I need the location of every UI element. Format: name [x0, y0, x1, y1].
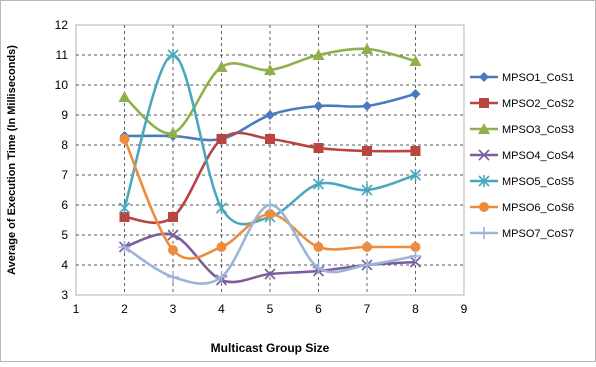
legend-label: MPSO1_CoS1 [502, 72, 574, 84]
data-point [168, 212, 178, 222]
x-tick-label: 5 [267, 302, 274, 316]
y-tick-label: 6 [61, 198, 68, 212]
legend-item: MPSO3_CoS3 [470, 123, 574, 136]
legend-item: MPSO6_CoS6 [470, 202, 574, 214]
data-point [119, 212, 130, 222]
y-tick-label: 4 [61, 258, 68, 272]
x-tick-label: 2 [121, 302, 128, 316]
legend-label: MPSO3_CoS3 [502, 124, 574, 136]
data-point [216, 134, 227, 144]
data-point [410, 146, 421, 156]
data-point [168, 245, 178, 255]
x-tick-label: 3 [170, 302, 177, 316]
data-point [410, 89, 421, 99]
data-point [313, 101, 324, 111]
legend-label: MPSO4_CoS4 [502, 150, 574, 162]
legend-label: MPSO7_CoS7 [502, 228, 574, 240]
data-point [118, 202, 131, 214]
data-point [265, 209, 275, 219]
x-axis-label: Multicast Group Size [211, 341, 330, 355]
data-point [265, 110, 275, 120]
data-point [312, 262, 325, 274]
y-tick-label: 11 [56, 48, 69, 62]
data-point [361, 43, 373, 54]
data-point [167, 271, 179, 283]
series-3 [118, 43, 422, 138]
series-lines [118, 43, 422, 286]
legend-marker [478, 123, 490, 134]
series-6 [119, 134, 421, 260]
legend-label: MPSO6_CoS6 [502, 202, 574, 214]
legend-item: MPSO2_CoS2 [470, 98, 574, 110]
x-tick-label: 7 [364, 302, 371, 316]
data-point [361, 184, 373, 196]
x-tick-label: 9 [461, 302, 468, 316]
data-point [264, 64, 276, 75]
legend-item: MPSO1_CoS1 [470, 72, 574, 84]
data-point [215, 271, 228, 283]
data-point [118, 241, 131, 253]
data-point [409, 250, 422, 262]
data-point [265, 134, 275, 144]
data-point [167, 229, 179, 241]
legend-label: MPSO2_CoS2 [502, 98, 574, 110]
data-point [312, 49, 325, 60]
series-2 [119, 131, 421, 225]
data-point [313, 242, 324, 252]
y-tick-label: 7 [61, 168, 68, 182]
legend-marker [478, 175, 490, 187]
x-tick-label: 4 [218, 302, 225, 316]
series-line [123, 53, 416, 226]
legend-marker [478, 149, 490, 161]
x-tick-label: 1 [73, 302, 80, 316]
y-tick-label: 12 [55, 18, 69, 32]
data-point [313, 143, 324, 153]
data-point [312, 178, 325, 190]
legend-marker [478, 227, 490, 239]
data-point [264, 199, 276, 211]
data-point [362, 242, 372, 252]
data-point [410, 242, 421, 252]
x-tick-label: 6 [315, 302, 322, 316]
series-5 [118, 49, 422, 226]
data-point [119, 134, 130, 144]
data-point [409, 55, 422, 66]
y-tick-label: 9 [61, 108, 68, 122]
data-point [118, 91, 131, 102]
legend-marker [479, 72, 489, 82]
data-point [362, 146, 372, 156]
y-axis-label: Average of Execution Time (In Millisecon… [6, 45, 18, 275]
legend: MPSO1_CoS1 MPSO2_CoS2 MPSO3_CoS3 MPSO4_CoS4… [470, 72, 574, 240]
legend-item: MPSO7_CoS7 [470, 227, 574, 240]
data-point [216, 242, 227, 252]
legend-item: MPSO5_CoS5 [470, 175, 574, 188]
y-tick-label: 5 [61, 228, 68, 242]
data-point [409, 169, 422, 181]
data-point [215, 61, 228, 72]
data-point [167, 49, 179, 61]
data-point [264, 268, 276, 280]
data-point [167, 127, 179, 138]
y-tick-label: 8 [61, 138, 68, 152]
legend-label: MPSO5_CoS5 [502, 176, 574, 188]
data-point [362, 101, 372, 111]
y-tick-label: 3 [61, 288, 68, 302]
legend-marker [479, 98, 489, 108]
legend-item: MPSO4_CoS4 [470, 149, 574, 162]
y-tick-label: 10 [55, 78, 69, 92]
data-point [361, 259, 373, 271]
legend-marker [479, 202, 489, 212]
data-point [215, 202, 228, 214]
series-7 [118, 199, 422, 285]
x-tick-label: 8 [412, 302, 419, 316]
